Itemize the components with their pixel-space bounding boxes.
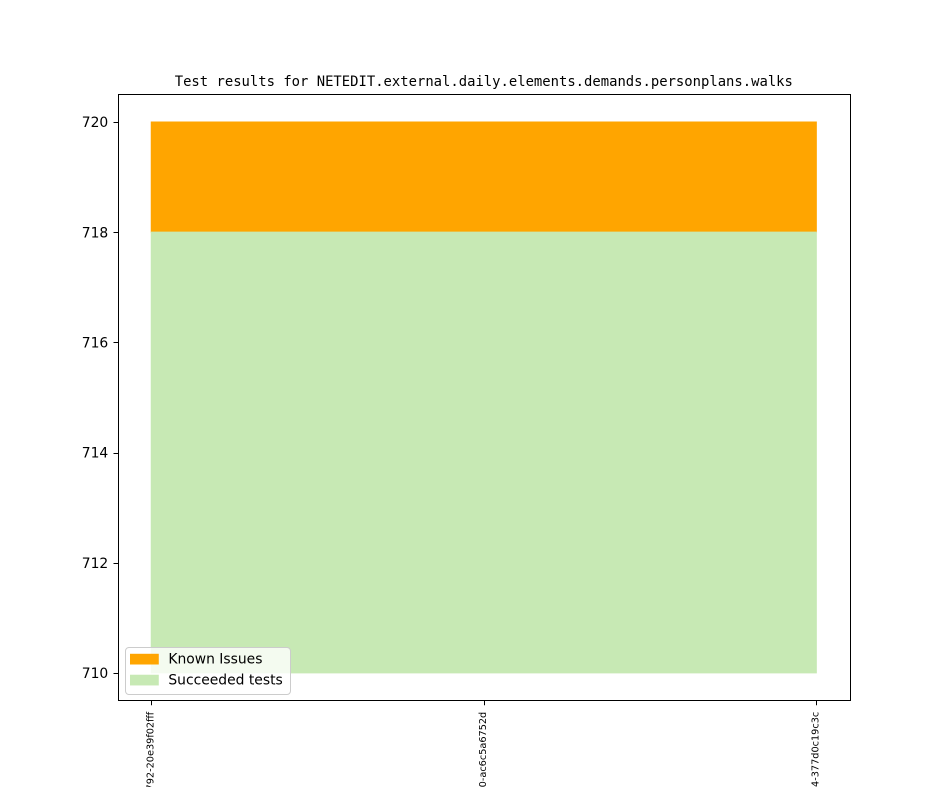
y-tick-label: 720	[82, 115, 108, 131]
legend-label-1: Succeeded tests	[168, 673, 282, 689]
legend-swatch-0	[130, 653, 159, 665]
area-band-0	[150, 121, 817, 233]
x-tick-label: 792-20e39f02fff	[146, 711, 157, 787]
area-band-1	[150, 231, 817, 674]
y-tick-label: 718	[82, 225, 108, 241]
legend-swatch-1	[130, 674, 159, 686]
chart-title: Test results for NETEDIT.external.daily.…	[175, 74, 793, 90]
x-tick-label: 4-377d0c19c3c	[811, 712, 822, 787]
area-bands	[150, 121, 817, 674]
y-tick-label: 716	[82, 335, 108, 351]
y-tick-label: 714	[82, 446, 109, 462]
y-tick-label: 710	[82, 666, 108, 682]
y-tick-label: 712	[82, 556, 108, 572]
x-tick-label: 0-ac6c5a6752d	[478, 712, 489, 787]
x-axis: 792-20e39f02fff 0-ac6c5a6752d 4-377d0c19c3…	[146, 700, 822, 787]
legend: Known Issues Succeeded tests	[125, 647, 291, 695]
legend-box	[125, 647, 291, 695]
y-axis: 710 712 714 716 718 720	[82, 115, 119, 682]
legend-label-0: Known Issues	[168, 652, 262, 668]
